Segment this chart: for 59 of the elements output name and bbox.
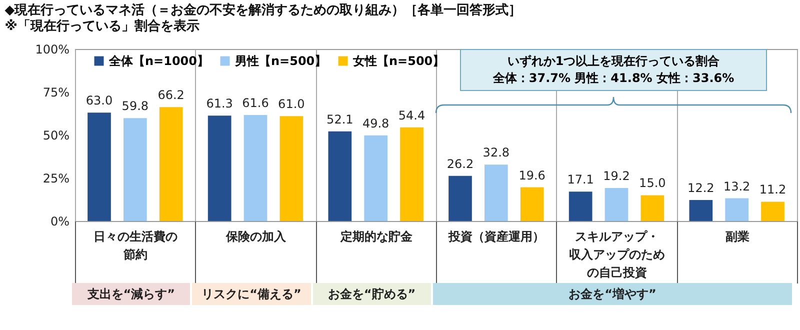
bar xyxy=(159,107,183,221)
data-label: 19.6 xyxy=(518,168,546,182)
bar xyxy=(123,118,147,221)
data-label: 11.2 xyxy=(759,182,786,197)
data-label: 63.0 xyxy=(86,94,113,108)
data-label: 15.0 xyxy=(639,176,666,190)
data-label: 61.3 xyxy=(206,96,233,111)
callout-box: いずれか1つ以上を現在行っている割合 全体：37.7% 男性：41.8% 女性：33.6% xyxy=(460,49,767,91)
x-tick-label: スキルアップ・収入アップのための自己投資 xyxy=(569,230,665,280)
legend-label: 全体【n=1000】 xyxy=(108,54,209,68)
bar xyxy=(88,112,111,221)
bar xyxy=(568,192,592,221)
bar xyxy=(448,176,472,221)
bar xyxy=(604,188,628,221)
data-label: 26.2 xyxy=(446,156,474,171)
data-label: 59.8 xyxy=(122,99,149,114)
x-tick-label: 副業 xyxy=(725,230,750,244)
bar xyxy=(280,116,304,221)
bar xyxy=(520,187,544,221)
x-tick-label: 定期的な貯金 xyxy=(339,230,414,244)
data-label: 17.1 xyxy=(567,172,594,187)
data-label: 32.8 xyxy=(482,146,510,160)
legend-label: 女性【n=500】 xyxy=(352,54,445,68)
data-label: 61.6 xyxy=(242,96,269,110)
data-label: 52.1 xyxy=(326,112,354,126)
data-label: 12.2 xyxy=(688,181,714,196)
bar xyxy=(364,135,388,221)
bar xyxy=(244,115,268,221)
data-label: 13.2 xyxy=(723,179,750,194)
data-label: 19.2 xyxy=(603,168,630,183)
bar xyxy=(640,195,664,221)
bar xyxy=(725,198,749,221)
y-tick-label: 50% xyxy=(42,128,70,142)
legend-label: 男性【n=500】 xyxy=(234,54,327,68)
data-label: 49.8 xyxy=(362,116,390,130)
chart-title: ◆現在行っているマネ活（＝お金の不安を解消するための取り組み）［各単一回答形式］ xyxy=(4,2,522,18)
annotation: いずれか1つ以上を現在行っている割合 xyxy=(506,53,721,70)
bar xyxy=(400,127,424,221)
text: 支出を“減らす” xyxy=(72,283,190,305)
bar xyxy=(761,202,784,221)
text: お金を“貯める” xyxy=(312,283,431,305)
data-label: 54.4 xyxy=(398,108,426,122)
bar xyxy=(328,131,352,221)
text: リスクに“備える” xyxy=(192,283,311,305)
bar xyxy=(208,116,232,221)
bar xyxy=(484,164,508,221)
y-tick-label: 75% xyxy=(42,86,70,100)
y-tick-label: 25% xyxy=(42,172,70,186)
y-tick-label: 100% xyxy=(35,42,70,56)
text: お金を“増やす” xyxy=(433,283,792,305)
data-label: 61.0 xyxy=(278,97,305,112)
x-tick-label: 保険の加入 xyxy=(225,230,287,244)
annotation: 全体：37.7% 男性：41.8% 女性：33.6% xyxy=(492,70,736,87)
bar xyxy=(689,200,713,221)
chart-subtitle: ※「現在行っている」割合を表示 xyxy=(4,18,200,34)
x-tick-label: 投資（資産運用） xyxy=(448,230,545,244)
x-tick-label: 日々の生活費の節約 xyxy=(94,230,178,262)
data-label: 66.2 xyxy=(158,88,184,102)
y-tick-label: 0% xyxy=(50,214,70,228)
